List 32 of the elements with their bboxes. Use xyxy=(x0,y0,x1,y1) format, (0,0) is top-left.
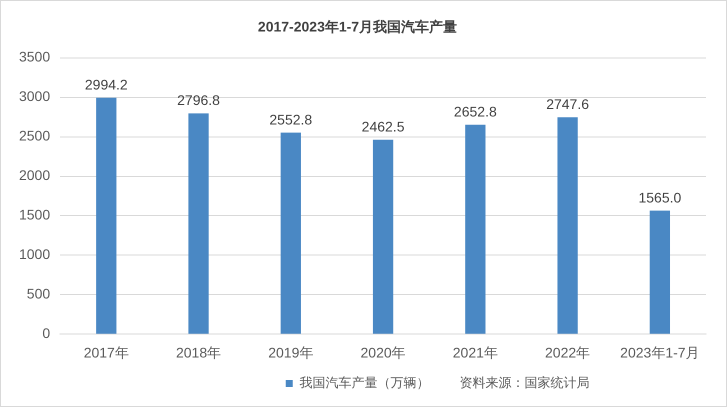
y-tick-label: 1500 xyxy=(18,206,50,223)
y-tick-label: 3500 xyxy=(18,48,50,65)
legend-label: 我国汽车产量（万辆） xyxy=(299,375,430,390)
x-tick-label: 2022年 xyxy=(545,344,590,360)
bar xyxy=(650,210,670,334)
data-label: 2552.8 xyxy=(269,111,312,128)
bar xyxy=(557,117,578,334)
data-label: 2747.6 xyxy=(546,96,590,112)
bar xyxy=(280,132,301,334)
bar xyxy=(372,140,394,334)
bar xyxy=(96,98,116,334)
x-tick-label: 2017年 xyxy=(84,344,129,360)
text: 资料来源：国家统计局 xyxy=(459,375,590,390)
x-tick-label: 2019年 xyxy=(268,344,314,360)
bar xyxy=(188,113,209,334)
x-tick-label: 2020年 xyxy=(360,344,406,360)
data-label: 1565.0 xyxy=(638,189,682,206)
bar xyxy=(465,124,486,334)
data-label: 2462.5 xyxy=(362,118,405,135)
y-tick-label: 2000 xyxy=(18,167,50,184)
data-label: 2796.8 xyxy=(177,92,220,108)
chart-title: 2017-2023年1-7月我国汽车产量 xyxy=(258,18,458,34)
y-tick-label: 0 xyxy=(42,325,50,342)
x-tick-label: 2021年 xyxy=(452,344,498,360)
y-tick-label: 3000 xyxy=(18,88,50,104)
y-tick-label: 2500 xyxy=(18,128,50,144)
y-tick-label: 500 xyxy=(26,286,50,302)
x-tick-label: 2023年1-7月 xyxy=(620,344,700,360)
data-label: 2994.2 xyxy=(84,76,128,93)
y-tick-label: 1000 xyxy=(18,246,50,262)
data-label: 2652.8 xyxy=(454,104,497,120)
x-tick-label: 2018年 xyxy=(176,344,222,360)
